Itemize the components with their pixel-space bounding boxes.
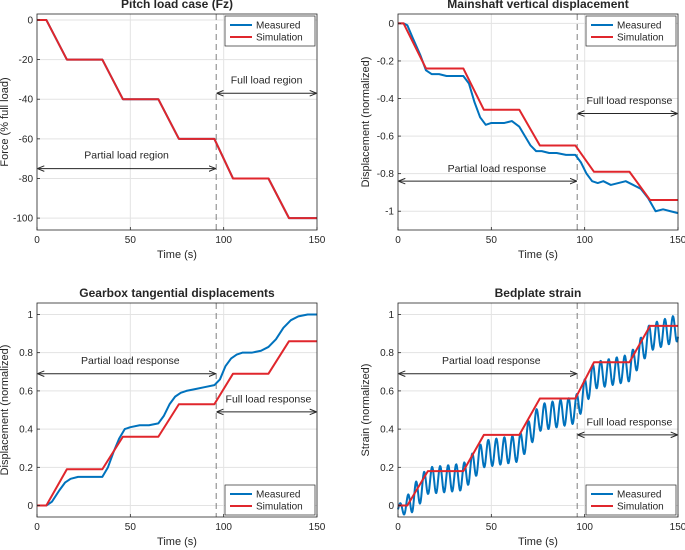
series-line-simulation (398, 22, 678, 201)
tick-label-y: 0.2 (380, 463, 394, 474)
tick-label-y: -0.6 (377, 132, 395, 143)
chart-panel-4: Partial load response Full load response 0… (360, 286, 685, 548)
tick-label-x: 100 (576, 522, 593, 533)
tick-label-y: 1 (27, 310, 33, 321)
x-axis-label: Time (s) (157, 249, 197, 261)
tick-label-y: 0 (27, 501, 33, 512)
legend-label-simulation: Simulation (617, 502, 664, 513)
legend-label-measured: Measured (256, 490, 300, 501)
chart-title: Bedplate strain (495, 286, 582, 300)
chart-panel-3: Partial load response Full load response 0… (0, 286, 326, 548)
tick-label-x: 0 (34, 522, 40, 533)
tick-label-y: -80 (19, 174, 34, 185)
chart-title: Gearbox tangential displacements (79, 286, 275, 300)
tick-label-x: 0 (395, 522, 401, 533)
tick-label-x: 50 (486, 522, 498, 533)
tick-label-y: 0.6 (19, 386, 33, 397)
y-axis-label: Force (% full load) (0, 77, 11, 166)
tick-label-x: 100 (215, 522, 232, 533)
tick-label-y: -0.4 (377, 94, 395, 105)
series-line-simulation (398, 324, 678, 507)
tick-label-x: 50 (125, 522, 137, 533)
legend-label-measured: Measured (256, 21, 300, 32)
axes-box (36, 302, 318, 518)
tick-label-y: -20 (19, 55, 34, 66)
tick-label-y: 0.8 (380, 348, 394, 359)
y-axis-label: Displacement (normalized) (360, 57, 372, 188)
tick-label-y: 1 (388, 310, 394, 321)
tick-label-y: 0.2 (19, 463, 33, 474)
legend-box (585, 484, 677, 516)
tick-label-y: -0.8 (377, 169, 395, 180)
annotation-label: Full load response (587, 416, 673, 428)
tick-label-x: 50 (125, 235, 137, 246)
legend-label-simulation: Simulation (256, 33, 303, 44)
tick-label-y: 0.6 (380, 386, 394, 397)
annotation-label: Partial load response (448, 163, 547, 175)
annotation-label: Full load region (231, 74, 303, 86)
x-axis-label: Time (s) (518, 536, 558, 548)
chart-panel-2: Full load response Partial load response 0… (360, 0, 685, 261)
tick-label-x: 150 (309, 235, 326, 246)
chart-title: Mainshaft vertical displacement (447, 0, 628, 11)
x-axis-label: Time (s) (157, 536, 197, 548)
axes-box (36, 13, 318, 231)
tick-label-x: 150 (670, 235, 685, 246)
legend-label-measured: Measured (617, 21, 661, 32)
y-axis-label: Strain (normalized) (360, 364, 372, 457)
legend-label-simulation: Simulation (256, 502, 303, 513)
legend-box (224, 484, 316, 516)
legend-label-simulation: Simulation (617, 33, 664, 44)
plot-area (37, 14, 317, 230)
series-line-simulation (37, 18, 317, 220)
annotation-label: Partial load response (442, 355, 541, 367)
x-axis-label: Time (s) (518, 249, 558, 261)
tick-label-y: 0 (27, 15, 33, 26)
tick-label-y: -40 (19, 95, 34, 106)
axes-box (397, 13, 679, 231)
tick-label-x: 100 (215, 235, 232, 246)
legend-box (585, 15, 677, 47)
chart-panel-1: Full load region Partial load region 0 50 10… (0, 0, 326, 261)
annotation-label: Full load response (587, 95, 673, 107)
axes-box (397, 302, 679, 518)
tick-label-y: 0.4 (19, 425, 33, 436)
annotation-label: Full load response (226, 393, 312, 405)
tick-label-y: 0 (388, 19, 394, 30)
tick-label-x: 0 (34, 235, 40, 246)
tick-label-y: -1 (385, 207, 394, 218)
tick-label-y: 0.8 (19, 348, 33, 359)
annotation-label: Partial load response (81, 355, 180, 367)
legend-label-measured: Measured (617, 490, 661, 501)
plot-area (398, 14, 678, 230)
tick-label-x: 50 (486, 235, 498, 246)
y-axis-label: Displacement (normalized) (0, 345, 11, 476)
legend-box (224, 15, 316, 47)
tick-label-y: -0.2 (377, 56, 395, 67)
tick-label-y: -60 (19, 134, 34, 145)
series-line-measured (37, 313, 317, 507)
tick-label-y: -100 (13, 214, 33, 225)
annotation-label: Partial load region (84, 150, 169, 162)
tick-label-x: 100 (576, 235, 593, 246)
tick-label-x: 150 (670, 522, 685, 533)
tick-label-x: 150 (309, 522, 326, 533)
series-line-simulation (37, 340, 317, 507)
tick-label-y: 0.4 (380, 425, 394, 436)
tick-label-y: 0 (388, 501, 394, 512)
chart-title: Pitch load case (Fz) (121, 0, 233, 11)
tick-label-x: 0 (395, 235, 401, 246)
series-line-measured (398, 22, 679, 215)
